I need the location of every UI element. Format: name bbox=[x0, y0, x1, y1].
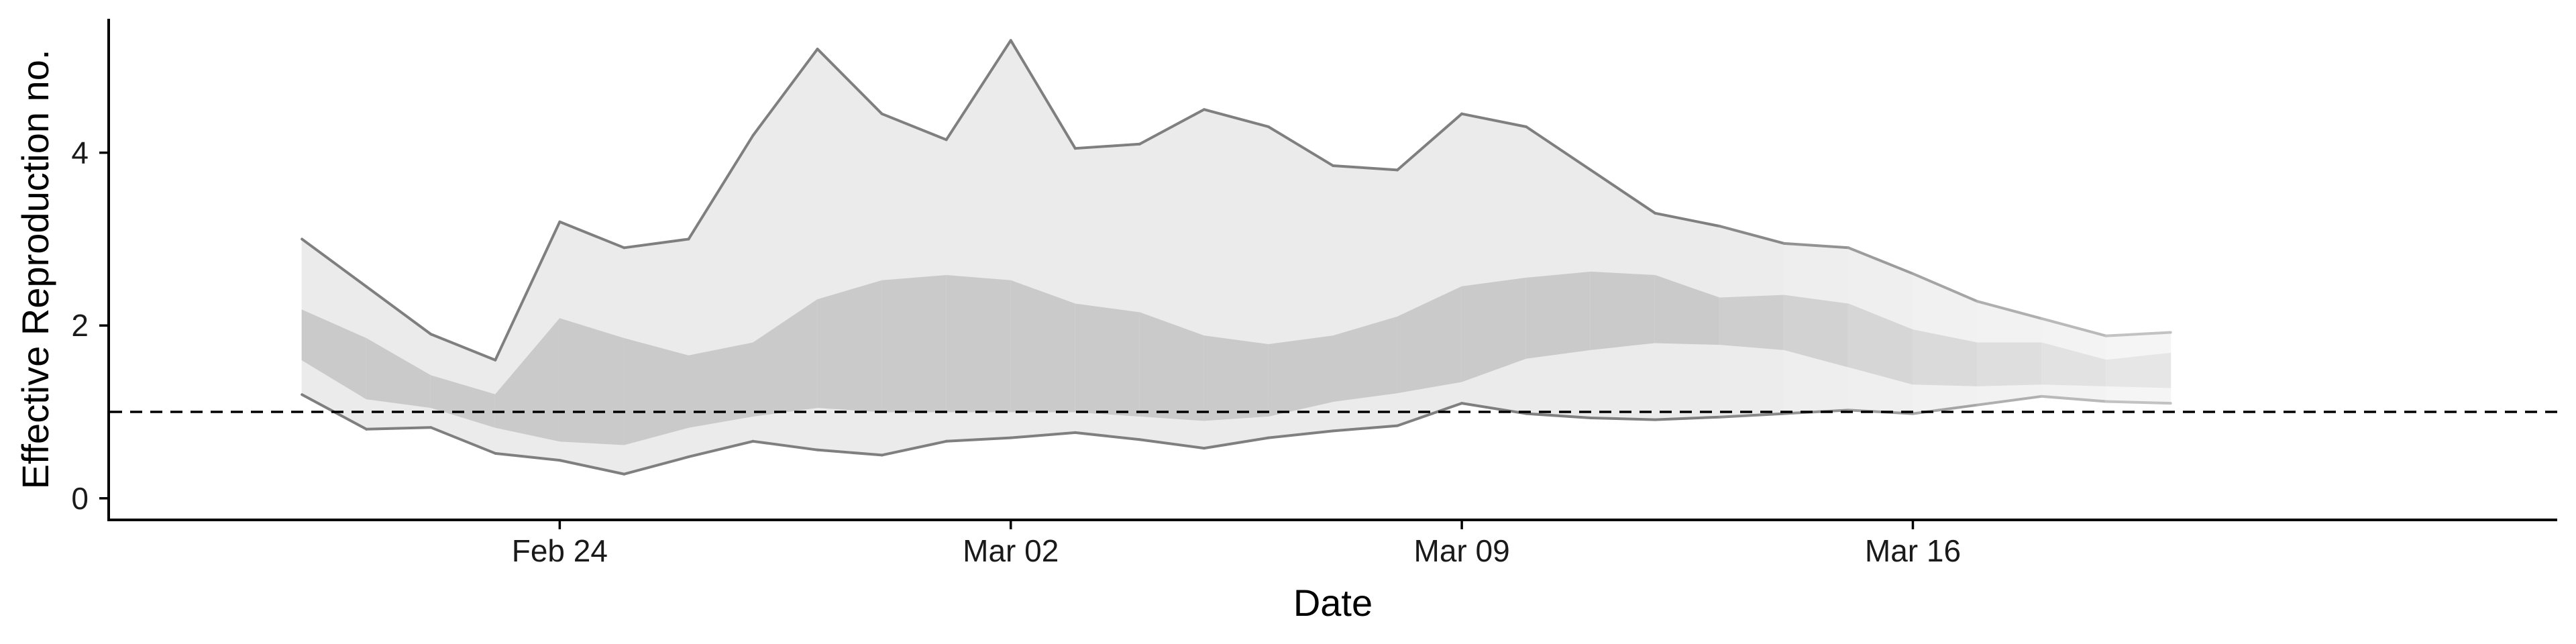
upper-bound-line-segment bbox=[558, 220, 626, 250]
upper-bound-line-segment bbox=[1009, 39, 1077, 150]
upper-bound-line-segment bbox=[687, 133, 755, 241]
upper-bound-line-segment bbox=[2104, 331, 2172, 337]
lower-bound-line-segment bbox=[945, 436, 1012, 443]
inner-band-segment bbox=[1010, 280, 1076, 413]
upper-bound-line-segment bbox=[494, 220, 561, 362]
inner-band-segment bbox=[946, 274, 1012, 413]
upper-bound-line-segment bbox=[1718, 225, 1786, 245]
inner-band-segment bbox=[817, 280, 883, 413]
inner-band-segment bbox=[1203, 335, 1269, 421]
lower-bound-line-segment bbox=[1073, 431, 1141, 441]
lower-bound-line-segment bbox=[494, 451, 561, 462]
credible-interval-bands bbox=[301, 39, 2171, 475]
upper-bound-line-segment bbox=[623, 237, 690, 250]
lower-bound-line-segment bbox=[1332, 424, 1399, 433]
lower-bound-line-segment bbox=[623, 455, 690, 476]
upper-bound-line-segment bbox=[945, 39, 1012, 142]
lower-bound-line-segment bbox=[1718, 412, 1786, 419]
inner-band-segment bbox=[1590, 271, 1656, 350]
x-tick-label: Feb 24 bbox=[512, 533, 608, 568]
x-tick-label: Mar 02 bbox=[963, 533, 1059, 568]
lower-bound-line-segment bbox=[558, 459, 626, 476]
y-axis-title: Effective Reproduction no. bbox=[14, 50, 56, 490]
lower-bound-line-segment bbox=[1138, 438, 1205, 450]
lower-bound-line-segment bbox=[429, 426, 497, 455]
inner-band-segment bbox=[881, 274, 947, 413]
lower-bound-line-segment bbox=[1202, 436, 1270, 450]
upper-bound-line-segment bbox=[1138, 108, 1205, 146]
interval-outlines bbox=[301, 39, 2172, 476]
upper-bound-line-segment bbox=[1911, 272, 1979, 303]
upper-bound-line-segment bbox=[301, 237, 368, 288]
upper-bound-line-segment bbox=[1267, 125, 1334, 167]
upper-bound-line-segment bbox=[816, 48, 883, 115]
inner-band-segment bbox=[1075, 303, 1140, 417]
x-axis-title: Date bbox=[1293, 582, 1373, 624]
upper-bound-line-segment bbox=[751, 48, 819, 137]
lower-bound-line-segment bbox=[1525, 412, 1593, 420]
y-tick-label: 2 bbox=[71, 308, 89, 343]
upper-bound-line-segment bbox=[1847, 246, 1915, 275]
upper-bound-line-segment bbox=[880, 112, 948, 142]
inner-band-segment bbox=[559, 318, 625, 445]
inner-band-segment bbox=[1525, 271, 1591, 359]
upper-bound-line-segment bbox=[1654, 211, 1721, 228]
lower-bound-line-segment bbox=[751, 439, 819, 451]
upper-bound-line-segment bbox=[1202, 108, 1270, 128]
x-tick-label: Mar 09 bbox=[1414, 533, 1510, 568]
lower-bound-line-segment bbox=[365, 426, 433, 431]
axes bbox=[107, 19, 2557, 521]
upper-bound-line-segment bbox=[1589, 168, 1657, 215]
upper-bound-line-segment bbox=[2040, 317, 2108, 337]
upper-bound-line-segment bbox=[1976, 300, 2043, 320]
upper-bound-line-segment bbox=[1332, 164, 1399, 172]
upper-bound-line-segment bbox=[365, 285, 433, 336]
upper-bound-line-segment bbox=[1782, 241, 1850, 250]
y-tick-label: 4 bbox=[71, 136, 89, 170]
lower-bound-line-segment bbox=[1976, 394, 2043, 407]
lower-bound-line-segment bbox=[816, 448, 883, 457]
lower-bound-line-segment bbox=[1396, 402, 1464, 427]
upper-bound-line-segment bbox=[1525, 125, 1593, 172]
inner-band-segment bbox=[1977, 342, 2043, 386]
lower-bound-line-segment bbox=[687, 439, 755, 458]
lower-bound-line-segment bbox=[2040, 394, 2108, 403]
outer-band-segment bbox=[1525, 126, 1591, 419]
lower-bound-line-segment bbox=[1460, 402, 1528, 415]
x-axis-ticks: Feb 24 Mar 02 Mar 09 Mar 16 bbox=[512, 520, 1961, 568]
lower-bound-line-segment bbox=[880, 439, 948, 457]
lower-bound-line-segment bbox=[2104, 400, 2172, 405]
lower-bound-line-segment bbox=[1267, 429, 1334, 439]
upper-bound-line-segment bbox=[1396, 112, 1464, 172]
inner-band-segment bbox=[688, 342, 754, 428]
x-tick-label: Mar 16 bbox=[1865, 533, 1961, 568]
y-axis-ticks: 0 2 4 bbox=[71, 136, 109, 516]
lower-bound-line-segment bbox=[1589, 417, 1657, 421]
inner-band-segment bbox=[1719, 294, 1784, 350]
lower-bound-line-segment bbox=[1654, 415, 1721, 421]
y-tick-label: 0 bbox=[71, 481, 89, 516]
lower-bound-line-segment bbox=[1782, 409, 1850, 415]
upper-bound-line-segment bbox=[429, 333, 497, 362]
lower-bound-line-segment bbox=[1009, 431, 1077, 439]
inner-band-segment bbox=[623, 337, 689, 445]
upper-bound-line-segment bbox=[1460, 112, 1528, 128]
upper-bound-line-segment bbox=[1073, 142, 1141, 150]
inner-band-segment bbox=[2106, 352, 2171, 388]
